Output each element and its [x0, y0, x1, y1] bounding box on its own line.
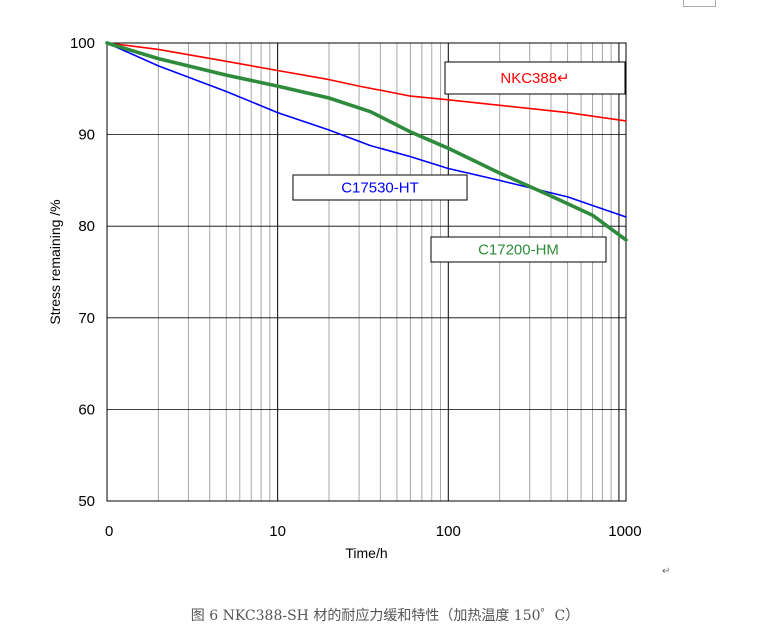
y-tick-label: 60 — [78, 401, 95, 418]
series-label-box — [430, 236, 607, 263]
series-labels: NKC388↵ C17530-HT C17200-HM — [292, 61, 626, 263]
y-tick-label: 100 — [70, 35, 95, 52]
y-tick-label: 50 — [78, 493, 95, 510]
page-corner-mark — [683, 0, 716, 7]
series-line-c17530-ht — [106, 42, 627, 218]
x-tick-label: 10 — [269, 523, 286, 540]
figure-caption: 图 6 NKC388-SH 材的耐应力缓和特性（加热温度 150゜C） — [190, 608, 580, 624]
series-line-nkc388 — [106, 42, 627, 122]
x-axis-ticks: 0 10 100 1000 — [105, 523, 642, 540]
x-tick-label: 0 — [105, 523, 113, 540]
y-axis-ticks: 50 60 70 80 90 100 — [70, 35, 95, 510]
series-label-c17530-ht: C17530-HT — [341, 180, 419, 197]
x-tick-label: 100 — [436, 523, 461, 540]
series-line-c17200-hm — [105, 41, 628, 242]
y-axis-title: Stress remaining /% — [47, 199, 63, 324]
minor-gridlines — [157, 43, 612, 501]
paragraph-mark: ↵ — [662, 566, 671, 577]
series-label-box — [292, 174, 468, 201]
y-tick-label: 70 — [78, 310, 95, 327]
series-label-box — [444, 61, 626, 95]
series-label-nkc388: NKC388↵ — [500, 70, 569, 87]
x-tick-label: 1000 — [608, 523, 641, 540]
series-lines — [105, 41, 628, 242]
y-tick-label: 90 — [78, 127, 95, 144]
plot-area-frame — [106, 42, 627, 502]
series-label-c17200-hm: C17200-HM — [478, 242, 559, 259]
stress-relaxation-chart: 50 60 70 80 90 100 0 10 100 1000 NKC388↵ C17530-H… — [47, 35, 642, 561]
y-tick-label: 80 — [78, 218, 95, 235]
x-axis-title: Time/h — [345, 545, 387, 561]
